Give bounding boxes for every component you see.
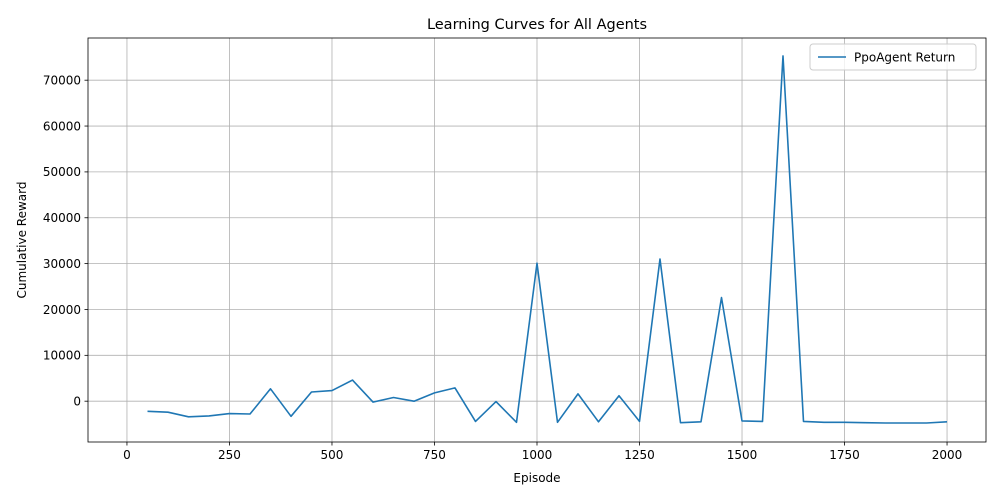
x-tick-label: 1000 <box>522 448 553 462</box>
x-tick-label: 1750 <box>829 448 860 462</box>
y-axis-ticks: 0 10000 20000 30000 40000 50000 60000 70000 <box>43 73 88 408</box>
y-tick-label: 0 <box>73 394 81 408</box>
x-tick-label: 1250 <box>624 448 655 462</box>
legend: PpoAgent Return <box>809 43 977 71</box>
x-axis-ticks: 0 250 500 750 1000 1250 1500 1750 2000 <box>123 442 962 462</box>
x-tick-label: 750 <box>423 448 446 462</box>
series-line <box>147 55 948 424</box>
y-tick-label: 20000 <box>43 303 81 317</box>
y-tick-label: 50000 <box>43 165 81 179</box>
legend-entry-label: PpoAgent Return <box>854 50 955 64</box>
legend-box <box>809 43 977 71</box>
x-tick-label: 250 <box>218 448 241 462</box>
y-tick-label: 70000 <box>43 73 81 87</box>
series-layer <box>147 55 948 424</box>
x-axis-label: Episode <box>513 471 560 485</box>
x-tick-label: 500 <box>321 448 344 462</box>
x-tick-label: 0 <box>123 448 131 462</box>
y-axis-label: Cumulative Reward <box>15 182 29 299</box>
chart-title: Learning Curves for All Agents <box>427 17 647 33</box>
x-tick-label: 2000 <box>932 448 963 462</box>
y-tick-label: 30000 <box>43 257 81 271</box>
y-tick-label: 60000 <box>43 119 81 133</box>
x-tick-label: 1500 <box>727 448 758 462</box>
y-tick-label: 40000 <box>43 211 81 225</box>
y-tick-label: 10000 <box>43 349 81 363</box>
